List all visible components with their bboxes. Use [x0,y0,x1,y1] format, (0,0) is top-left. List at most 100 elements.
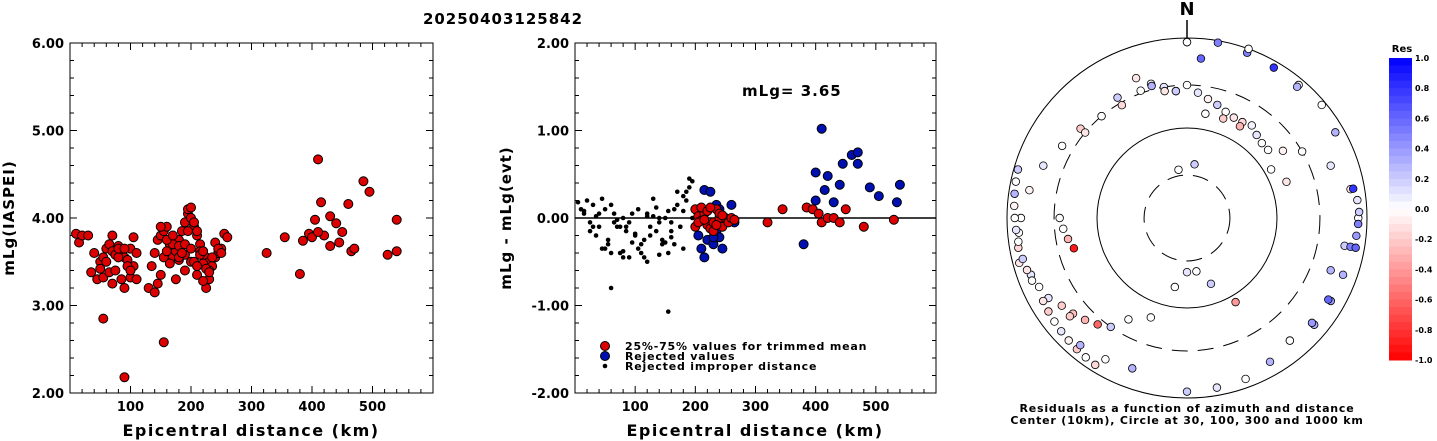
left-y-tick-label: 2.00 [32,387,64,402]
rejected-point [798,239,809,250]
magnitude-point [189,217,200,228]
station-residual-point [1307,318,1317,328]
left-x-tick-label: 100 [117,400,144,415]
figure-title: 20250403125842 [423,10,583,28]
improper-distance-point [626,220,632,225]
station-residual-point [1010,189,1019,198]
colorbar-tick-label: -0.8 [1415,326,1433,335]
station-residual-point [1057,301,1066,310]
station-residual-point [1353,195,1362,205]
magnitude-point [155,269,166,280]
improper-distance-point [668,234,674,240]
rejected-point [696,243,707,254]
trimmed-mean-point [729,214,740,225]
trimmed-mean-point [699,214,710,225]
station-residual-point [1190,160,1199,169]
residual-colorbar [1389,58,1412,361]
colorbar-segment [1389,88,1412,97]
colorbar-segment [1389,125,1412,134]
station-residual-point [1069,244,1079,253]
magnitude-point [101,256,112,267]
magnitude-point [337,227,348,237]
station-residual-point [1229,113,1239,122]
station-residual-point [1324,295,1333,304]
magnitude-point [167,230,178,241]
trimmed-mean-point [813,208,824,219]
mlg-value-label: mLg= 3.65 [742,82,842,100]
improper-distance-point [614,224,620,230]
improper-distance-point [623,224,629,230]
station-residual-point [1093,320,1102,329]
improper-distance-point [687,185,692,190]
middle-panel: 2.00 1.00 0.00 -1.00 -2.00 100 200 300 400 500 m… [497,37,937,440]
trimmed-mean-point [888,214,899,225]
colorbar-segment [1389,224,1412,233]
improper-distance-point [632,231,638,237]
colorbar-segment [1389,95,1412,104]
magnitude-point [325,241,336,251]
magnitude-point [89,248,100,258]
station-residual-point [1081,353,1090,362]
improper-distance-point [629,211,635,216]
improper-distance-point [608,202,614,208]
improper-distance-point [626,255,632,260]
improper-distance-point [611,220,617,225]
station-residual-point [1182,37,1192,47]
station-residual-point [1055,213,1064,223]
magnitude-point [110,265,121,276]
magnitude-point [116,274,127,285]
polar-caption-line1: Residuals as a function of azimuth and d… [1019,402,1354,415]
improper-distance-point [635,246,641,251]
left-x-ticks: 100 200 300 400 500 [69,43,434,415]
station-residual-point [1171,86,1181,96]
station-residual-point [1257,138,1267,148]
rejected-point [834,179,845,190]
trimmed-mean-point [705,202,716,213]
improper-distance-point [611,211,617,216]
station-residual-point [1182,387,1192,396]
improper-distance-point [620,255,626,260]
station-residual-point [1146,313,1155,322]
improper-distance-point [620,248,626,254]
mid-y-tick-label: 1.00 [537,125,569,140]
colorbar-segment [1389,292,1412,301]
rejected-point [891,197,902,208]
colorbar-tick-label: 0.2 [1415,175,1429,184]
station-residual-point [1326,266,1335,275]
left-plot-frame [69,42,434,394]
station-residual-point [1338,270,1348,279]
improper-distance-point [575,199,581,205]
rejected-point [852,158,863,169]
station-residual-point [1064,336,1073,345]
station-residual-point [1244,44,1253,54]
magnitude-point [349,243,360,254]
left-panel: 6.00 5.00 4.00 3.00 2.00 100 200 300 400 500 mLg… [0,37,434,440]
station-residual-point [1080,128,1090,137]
station-residual-point [1128,364,1137,373]
station-residual-point [1353,219,1363,229]
mid-legend: 25%-75% values for trimmed mean Rejected… [600,340,866,373]
magnitude-point [161,246,172,257]
improper-distance-point [641,255,647,260]
magnitude-point [313,227,324,237]
station-residual-point [1182,267,1192,277]
magnitude-point [313,154,324,165]
legend-label-rejected: Rejected values [625,350,735,363]
polar-caption-line2: Center (10km), Circle at 30, 100, 300 an… [1010,414,1363,427]
station-residual-point [1039,161,1048,170]
improper-distance-point [587,220,593,225]
left-x-axis-label: Epicentral distance (km) [122,421,379,440]
magnitude-point [128,232,139,243]
station-residual-point [1263,145,1273,155]
improper-distance-point [590,202,596,208]
station-residual-point [1010,213,1019,223]
distance-ring [1096,127,1278,309]
magnitude-point [113,252,124,263]
colorbar-segment [1389,299,1412,308]
improper-distance-point [662,215,668,221]
station-residual-point [1091,360,1100,370]
improper-distance-point [608,250,614,256]
improper-distance-point [674,202,680,208]
rejected-point [894,179,905,190]
station-residual-point [1038,296,1048,306]
